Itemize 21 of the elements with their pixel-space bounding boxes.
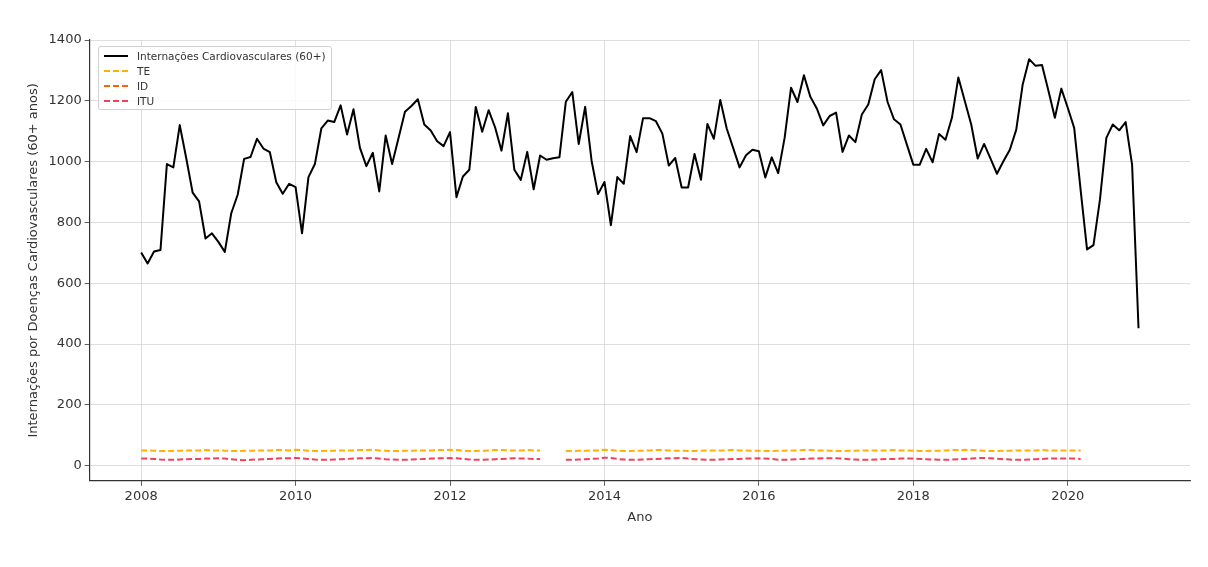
y-tick-label: 800 (56, 213, 82, 229)
y-tick-label: 600 (56, 274, 82, 290)
x-tick-label: 2010 (279, 487, 313, 503)
y-tick-label: 1400 (48, 31, 82, 47)
x-tick-label: 2008 (124, 487, 158, 503)
y-tick-label: 200 (56, 396, 82, 412)
x-tick-label: 2018 (896, 487, 930, 503)
x-tick-label: 2020 (1051, 487, 1085, 503)
legend-label: TE (137, 64, 151, 77)
y-tick-label: 1200 (48, 92, 82, 108)
legend-label: ITU (137, 94, 155, 107)
x-tick-label: 2012 (433, 487, 467, 503)
legend-label: ID (137, 79, 149, 92)
legend-label: Internações Cardiovasculares (60+) (137, 49, 326, 62)
y-tick-label: 400 (56, 335, 82, 351)
x-tick-label: 2014 (587, 487, 621, 503)
y-tick-label: 1000 (48, 152, 82, 168)
y-axis-title: Internações por Doenças Cardiovasculares (60+ anos) (25, 83, 41, 438)
x-axis-title: Ano (627, 508, 653, 524)
y-tick-label: 0 (73, 456, 82, 472)
x-tick-label: 2016 (742, 487, 776, 503)
